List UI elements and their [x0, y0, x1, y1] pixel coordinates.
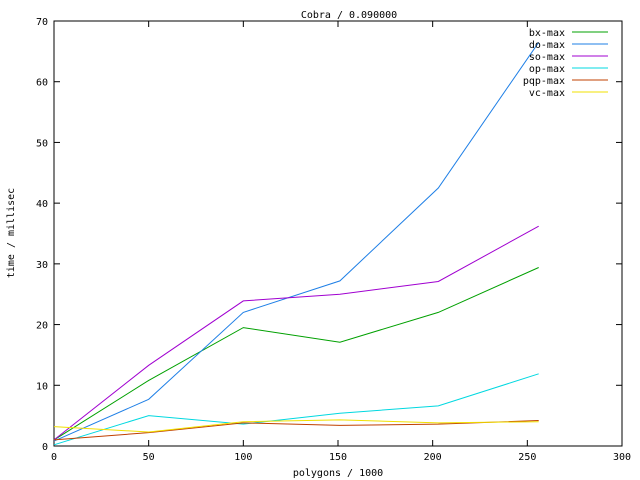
x-tick-label: 0: [51, 452, 57, 463]
axis-ticks: 0 10 20 30 40 50 60 70 0 50 100 150 200 250 300: [36, 17, 631, 463]
x-tick-label: 300: [613, 452, 631, 463]
series-line-op-max: [53, 373, 539, 446]
legend-label-do-max: do-max: [529, 40, 565, 51]
x-tick-label: 250: [518, 452, 536, 463]
series-line-pqp-max: [53, 420, 539, 441]
series-line-so-max: [53, 225, 539, 441]
series-line-vc-max: [53, 419, 539, 433]
y-axis-label: time / millisec: [6, 188, 17, 278]
series-lines: [53, 42, 540, 446]
legend-label-so-max: so-max: [529, 52, 565, 63]
legend-label-op-max: op-max: [529, 64, 565, 75]
y-tick-label: 30: [36, 260, 48, 271]
x-tick-label: 100: [234, 452, 252, 463]
x-tick-label: 200: [424, 452, 442, 463]
legend-label-vc-max: vc-max: [529, 88, 565, 99]
y-tick-label: 50: [36, 138, 48, 149]
y-tick-label: 40: [36, 199, 48, 210]
y-tick-label: 10: [36, 381, 48, 392]
legend-label-bx-max: bx-max: [529, 28, 565, 39]
series-line-bx-max: [53, 267, 539, 441]
series-line-do-max: [53, 42, 540, 442]
y-tick-label: 60: [36, 78, 48, 89]
y-tick-label: 70: [36, 17, 48, 28]
legend-label-pqp-max: pqp-max: [523, 76, 565, 87]
x-tick-label: 150: [329, 452, 347, 463]
y-tick-label: 0: [42, 442, 48, 453]
x-axis-label: polygons / 1000: [293, 468, 383, 479]
y-tick-label: 20: [36, 321, 48, 332]
x-tick-label: 50: [143, 452, 155, 463]
chart-title: Cobra / 0.090000: [301, 10, 397, 21]
